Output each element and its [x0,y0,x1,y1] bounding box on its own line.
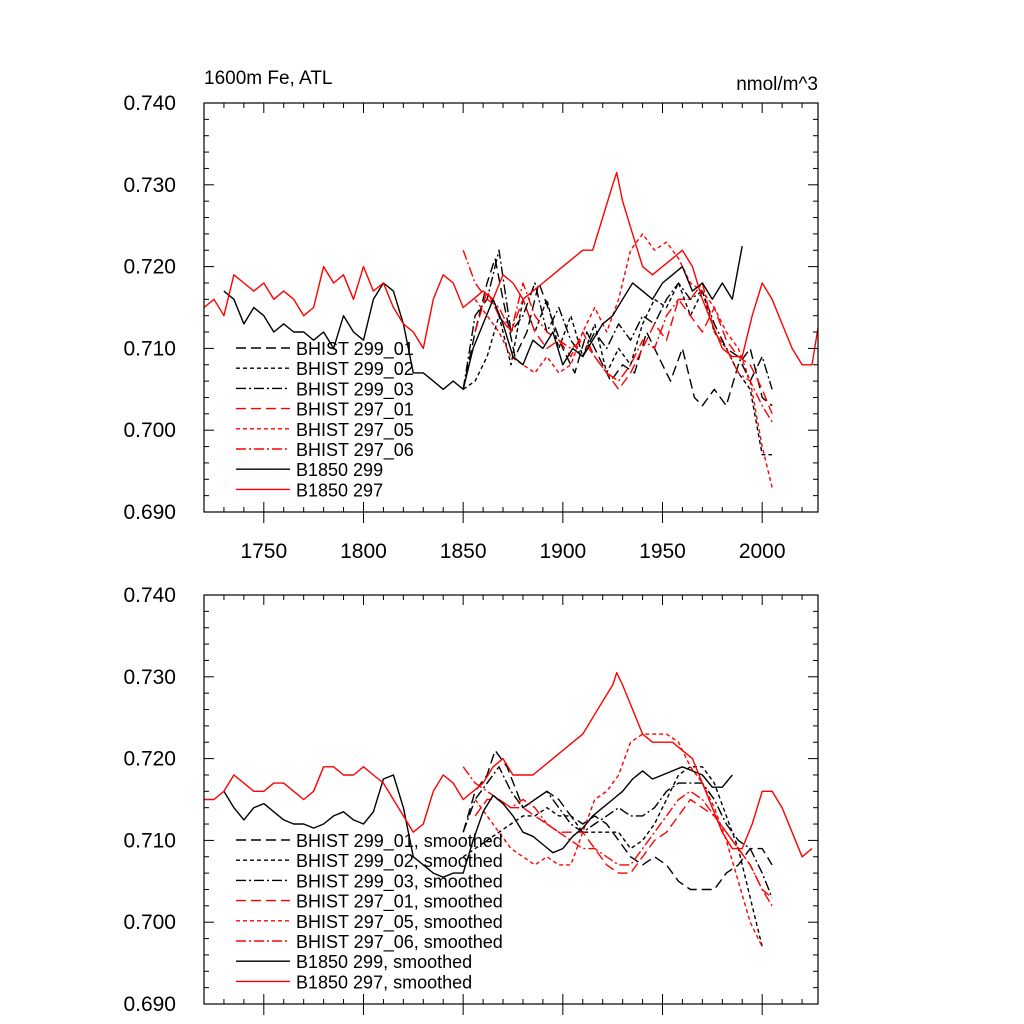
legend-label: BHIST 299_03, smoothed [296,871,503,892]
y-tick-label: 0.730 [123,666,176,689]
legend-label: BHIST 299_02 [296,359,414,380]
series-line-8 [204,672,813,858]
series-line-3 [462,766,773,898]
y-tick-label: 0.730 [123,174,176,197]
axes: 0.690 0.700 0.710 0.720 0.730 0.740 [123,584,819,1016]
legend-label: BHIST 297_01, smoothed [296,892,503,913]
series-line-7 [223,766,733,878]
series-line-4 [474,798,773,899]
y-tick-label: 0.720 [123,256,176,279]
series-layer [204,672,813,948]
y-tick-label: 0.690 [123,501,176,524]
top-panel: 1600m Fe, ATL nmol/m^3 0.6900.7000.7100.… [123,68,819,563]
y-tick-label: 0.690 [123,993,176,1016]
legend-label: BHIST 297_05, smoothed [296,912,503,933]
plot-frame [203,102,819,513]
series-line-5 [474,233,773,488]
series-line-4 [474,290,773,415]
x-tick-label: 1850 [440,540,487,563]
legend-label: B1850 297, smoothed [296,972,472,992]
series-line-7 [223,245,743,390]
legend-label: BHIST 297_06, smoothed [296,932,503,953]
y-tick-label: 0.700 [123,911,176,934]
y-tick-label: 0.700 [123,419,176,442]
series-line-6 [462,766,773,907]
y-tick-label: 0.720 [123,748,176,771]
series-line-2 [462,766,763,947]
series-line-2 [462,282,773,456]
legend-label: B1850 297 [296,480,383,500]
bottom-panel: 0.690 0.700 0.710 0.720 0.730 0.740 BHIST 299… [123,584,819,1016]
legend-label: BHIST 299_01, smoothed [296,831,503,852]
panel-title-left: 1600m Fe, ATL [204,68,333,89]
y-tick-label: 0.710 [123,337,176,360]
legend-label: BHIST 299_02, smoothed [296,851,503,872]
legend-label: B1850 299 [296,460,383,480]
x-tick-label: 1750 [240,540,287,563]
series-line-3 [462,249,773,390]
y-tick-label: 0.710 [123,829,176,852]
y-tick-label: 0.740 [123,92,176,115]
series-line-6 [462,249,773,423]
legend-label: BHIST 299_01 [296,339,414,360]
x-tick-label: 1900 [539,540,586,563]
legend-label: BHIST 297_05 [296,420,414,441]
legend-label: B1850 299, smoothed [296,952,472,972]
legend-label: BHIST 297_01 [296,400,414,421]
axes: 0.690 0.700 0.710 0.720 0.730 0.740 1750 1800 18… [123,92,819,563]
series-line-5 [474,733,763,948]
x-tick-label: 1950 [639,540,686,563]
x-tick-label: 1800 [340,540,387,563]
legend-label: BHIST 297_06 [296,440,414,461]
series-line-8 [203,171,819,366]
y-tick-label: 0.740 [123,584,176,607]
series-line-1 [462,749,773,891]
legend-label: BHIST 299_03 [296,379,414,400]
series-line-1 [462,257,773,407]
x-tick-label: 2000 [739,540,786,563]
series-layer [203,171,819,488]
panel-title-right: nmol/m^3 [736,74,818,95]
plot-frame [203,594,819,1005]
